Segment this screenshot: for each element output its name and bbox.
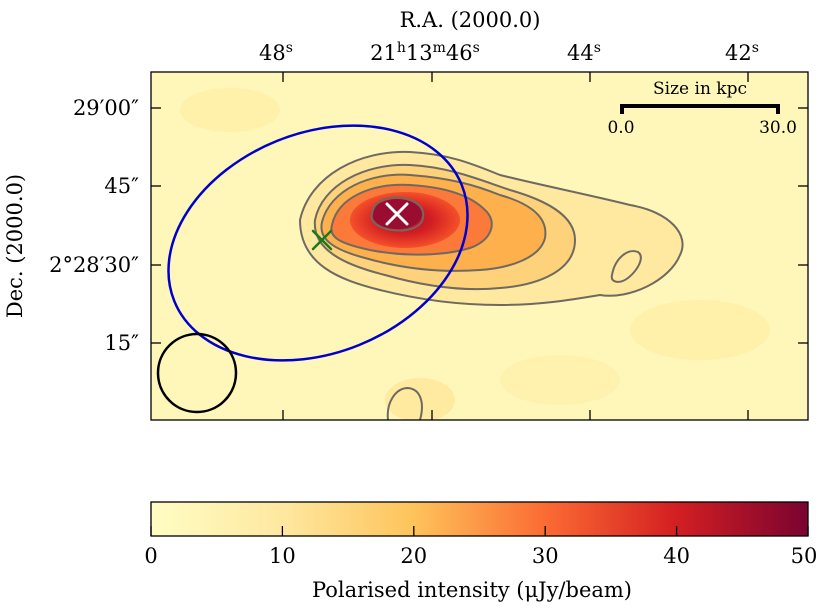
plot-frame	[150, 71, 809, 421]
x-axis-title: R.A. (2000.0)	[400, 8, 541, 32]
contour-island-right	[610, 250, 642, 283]
optical-marker	[311, 229, 333, 251]
noise-patch	[630, 300, 770, 360]
contour-level-1	[298, 150, 684, 307]
noise-patch	[180, 88, 280, 132]
x-tick-label-42s: 42s	[725, 40, 759, 65]
x-tick-label-44s: 44s	[567, 40, 601, 65]
colorbar-tick-label-10: 10	[269, 544, 296, 568]
y-tick-label-15: 15″	[104, 331, 139, 355]
scalebar-max-label: 30.0	[759, 118, 797, 138]
x-tick-marks	[282, 72, 749, 420]
contour-level-4	[330, 183, 493, 256]
colorbar-tick-label-0: 0	[144, 544, 157, 568]
contour-island-bottom	[386, 386, 423, 420]
colorbar-tick-label-40: 40	[663, 544, 690, 568]
scalebar: Size in kpc 0.0 30.0	[607, 79, 796, 138]
y-tick-label-45: 45″	[104, 174, 139, 198]
contours	[298, 150, 684, 420]
colorbar-ticks	[150, 526, 809, 536]
y-tick-label-28-30: 2°28′30″	[49, 253, 139, 277]
contour-level-5	[370, 196, 425, 232]
colorbar-tick-label-30: 30	[532, 544, 559, 568]
x-tick-label-46s: 21h13m46s	[370, 40, 480, 65]
contour-level-3	[320, 173, 547, 272]
noise-patch	[500, 355, 620, 405]
noise-patch	[385, 378, 455, 420]
scalebar-title: Size in kpc	[653, 79, 747, 99]
colorbar-label: Polarised intensity (μJy/beam)	[312, 578, 632, 602]
colorbar-tick-label-20: 20	[400, 544, 427, 568]
y-axis-title: Dec. (2000.0)	[3, 174, 27, 318]
y-tick-marks	[151, 107, 808, 344]
intensity-map: Size in kpc 0.0 30.0	[156, 79, 797, 420]
scalebar-min-label: 0.0	[607, 118, 634, 138]
beam-circle	[156, 332, 238, 414]
blue-ellipse	[167, 124, 469, 362]
colorbar	[150, 501, 809, 537]
x-tick-label-48s: 48s	[259, 40, 293, 65]
y-tick-label-29-00: 29′00″	[73, 96, 139, 120]
contour-level-2	[313, 163, 577, 291]
colorbar-tick-label-50: 50	[791, 544, 818, 568]
peak-marker	[385, 202, 409, 226]
